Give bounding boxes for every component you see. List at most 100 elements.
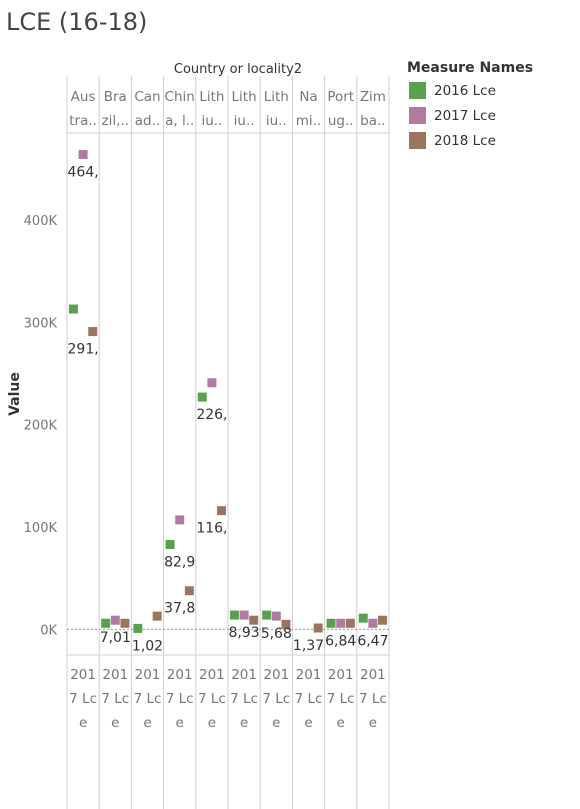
data-point-2016-lce — [358, 613, 368, 623]
column-footer-text: 201 — [360, 667, 386, 683]
data-point-2018-lce — [152, 611, 162, 621]
column-footer-text: 7 Lc — [69, 691, 97, 707]
data-point-2016-lce — [262, 610, 272, 620]
column-footer-text: 201 — [296, 667, 322, 683]
data-label: 6,84 — [325, 633, 356, 649]
column-footer-text: 201 — [328, 667, 354, 683]
column-header-text: tra.. — [69, 113, 97, 129]
data-label: 8,93 — [229, 625, 260, 641]
data-label: 7,01 — [100, 630, 131, 646]
data-point-2016-lce — [68, 304, 78, 314]
column-header-text: Na — [299, 89, 317, 105]
column-header-text: iu.. — [266, 113, 287, 129]
data-label: 1,37 — [293, 638, 324, 654]
data-label: 226, — [196, 407, 227, 423]
data-point-2016-lce — [101, 618, 111, 628]
legend-item-2018[interactable]: 2018 Lce — [409, 132, 496, 149]
column-footer-text: e — [337, 715, 345, 731]
data-label: 5,68 — [261, 626, 292, 642]
column-footer-text: 7 Lc — [262, 691, 290, 707]
column-footer-text: e — [143, 715, 151, 731]
data-label: 37,8 — [164, 601, 195, 617]
column-footer-text: e — [240, 715, 248, 731]
column-header-text: ug.. — [328, 113, 354, 129]
column-header-text: iu.. — [234, 113, 255, 129]
data-point-2017-lce — [207, 378, 217, 388]
column-header-text: iu.. — [201, 113, 222, 129]
column-header-text: Chin — [165, 89, 195, 105]
data-point-2016-lce — [165, 539, 175, 549]
data-point-2018-lce — [313, 623, 323, 633]
data-point-2017-lce — [271, 611, 281, 621]
data-point-2018-lce — [184, 586, 194, 596]
data-label: 464, — [68, 164, 99, 180]
column-footer-text: e — [304, 715, 312, 731]
column-footer-text: 7 Lc — [101, 691, 129, 707]
y-tick-label: 0K — [40, 623, 57, 638]
legend-label-2017: 2017 Lce — [434, 107, 496, 124]
column-footer-text: 201 — [102, 667, 128, 683]
legend-swatch-2017 — [409, 107, 426, 124]
data-label: 6,47 — [357, 633, 388, 649]
chart-title: LCE (16-18) — [6, 8, 148, 36]
column-footer-text: 7 Lc — [359, 691, 387, 707]
column-header-label: Country or locality2 — [174, 62, 302, 77]
data-point-2018-lce — [217, 506, 227, 516]
column-header-text: ad.. — [135, 113, 160, 129]
legend-swatch-2018 — [409, 132, 426, 149]
data-point-2018-lce — [88, 327, 98, 337]
column-header-text: Bra — [104, 89, 127, 105]
column-footer-text: e — [79, 715, 87, 731]
data-point-2016-lce — [229, 610, 239, 620]
data-point-2018-lce — [281, 619, 291, 629]
column-footer-text: 7 Lc — [327, 691, 355, 707]
column-header-text: Lith — [264, 89, 289, 105]
data-label: 291, — [68, 342, 99, 358]
column-footer-text: 201 — [70, 667, 96, 683]
column-header-text: a, l.. — [165, 113, 194, 129]
column-footer-text: 7 Lc — [166, 691, 194, 707]
data-point-2016-lce — [133, 623, 143, 633]
data-point-2017-lce — [368, 618, 378, 628]
data-point-2018-lce — [249, 615, 259, 625]
column-header-text: Can — [134, 89, 160, 105]
legend-label-2018: 2018 Lce — [434, 132, 496, 149]
data-label: 1,02 — [132, 638, 163, 654]
column-footer-text: 201 — [263, 667, 289, 683]
legend-swatch-2016 — [409, 82, 426, 99]
legend-item-2016[interactable]: 2016 Lce — [409, 82, 496, 99]
column-header-text: mi.. — [296, 113, 321, 129]
column-footer-text: 201 — [199, 667, 225, 683]
column-footer-text: 7 Lc — [134, 691, 162, 707]
data-point-2017-lce — [110, 615, 120, 625]
y-tick-label: 300K — [24, 316, 58, 331]
y-tick-label: 200K — [24, 419, 58, 434]
column-footer-text: e — [176, 715, 184, 731]
data-point-2016-lce — [197, 392, 207, 402]
data-label: 82,9 — [164, 554, 195, 570]
data-point-2017-lce — [78, 149, 88, 159]
column-footer-text: 7 Lc — [295, 691, 323, 707]
column-footer-text: e — [272, 715, 280, 731]
legend-item-2017[interactable]: 2017 Lce — [409, 107, 496, 124]
column-footer-text: 7 Lc — [198, 691, 226, 707]
data-point-2017-lce — [336, 618, 346, 628]
y-axis-label: Value — [7, 372, 23, 416]
data-point-2018-lce — [345, 618, 355, 628]
column-footer-text: e — [208, 715, 216, 731]
column-footer-text: 201 — [135, 667, 161, 683]
column-header-text: ba.. — [360, 113, 385, 129]
column-footer-text: 7 Lc — [230, 691, 258, 707]
column-footer-text: e — [111, 715, 119, 731]
column-footer-text: 201 — [167, 667, 193, 683]
y-tick-label: 400K — [24, 214, 58, 229]
column-header-text: Lith — [199, 89, 224, 105]
legend-label-2016: 2016 Lce — [434, 82, 496, 99]
data-point-2018-lce — [378, 615, 388, 625]
legend-title: Measure Names — [407, 60, 534, 76]
column-footer-text: e — [369, 715, 377, 731]
column-footer-text: 201 — [231, 667, 257, 683]
column-header-text: Lith — [232, 89, 257, 105]
data-point-2018-lce — [120, 618, 130, 628]
